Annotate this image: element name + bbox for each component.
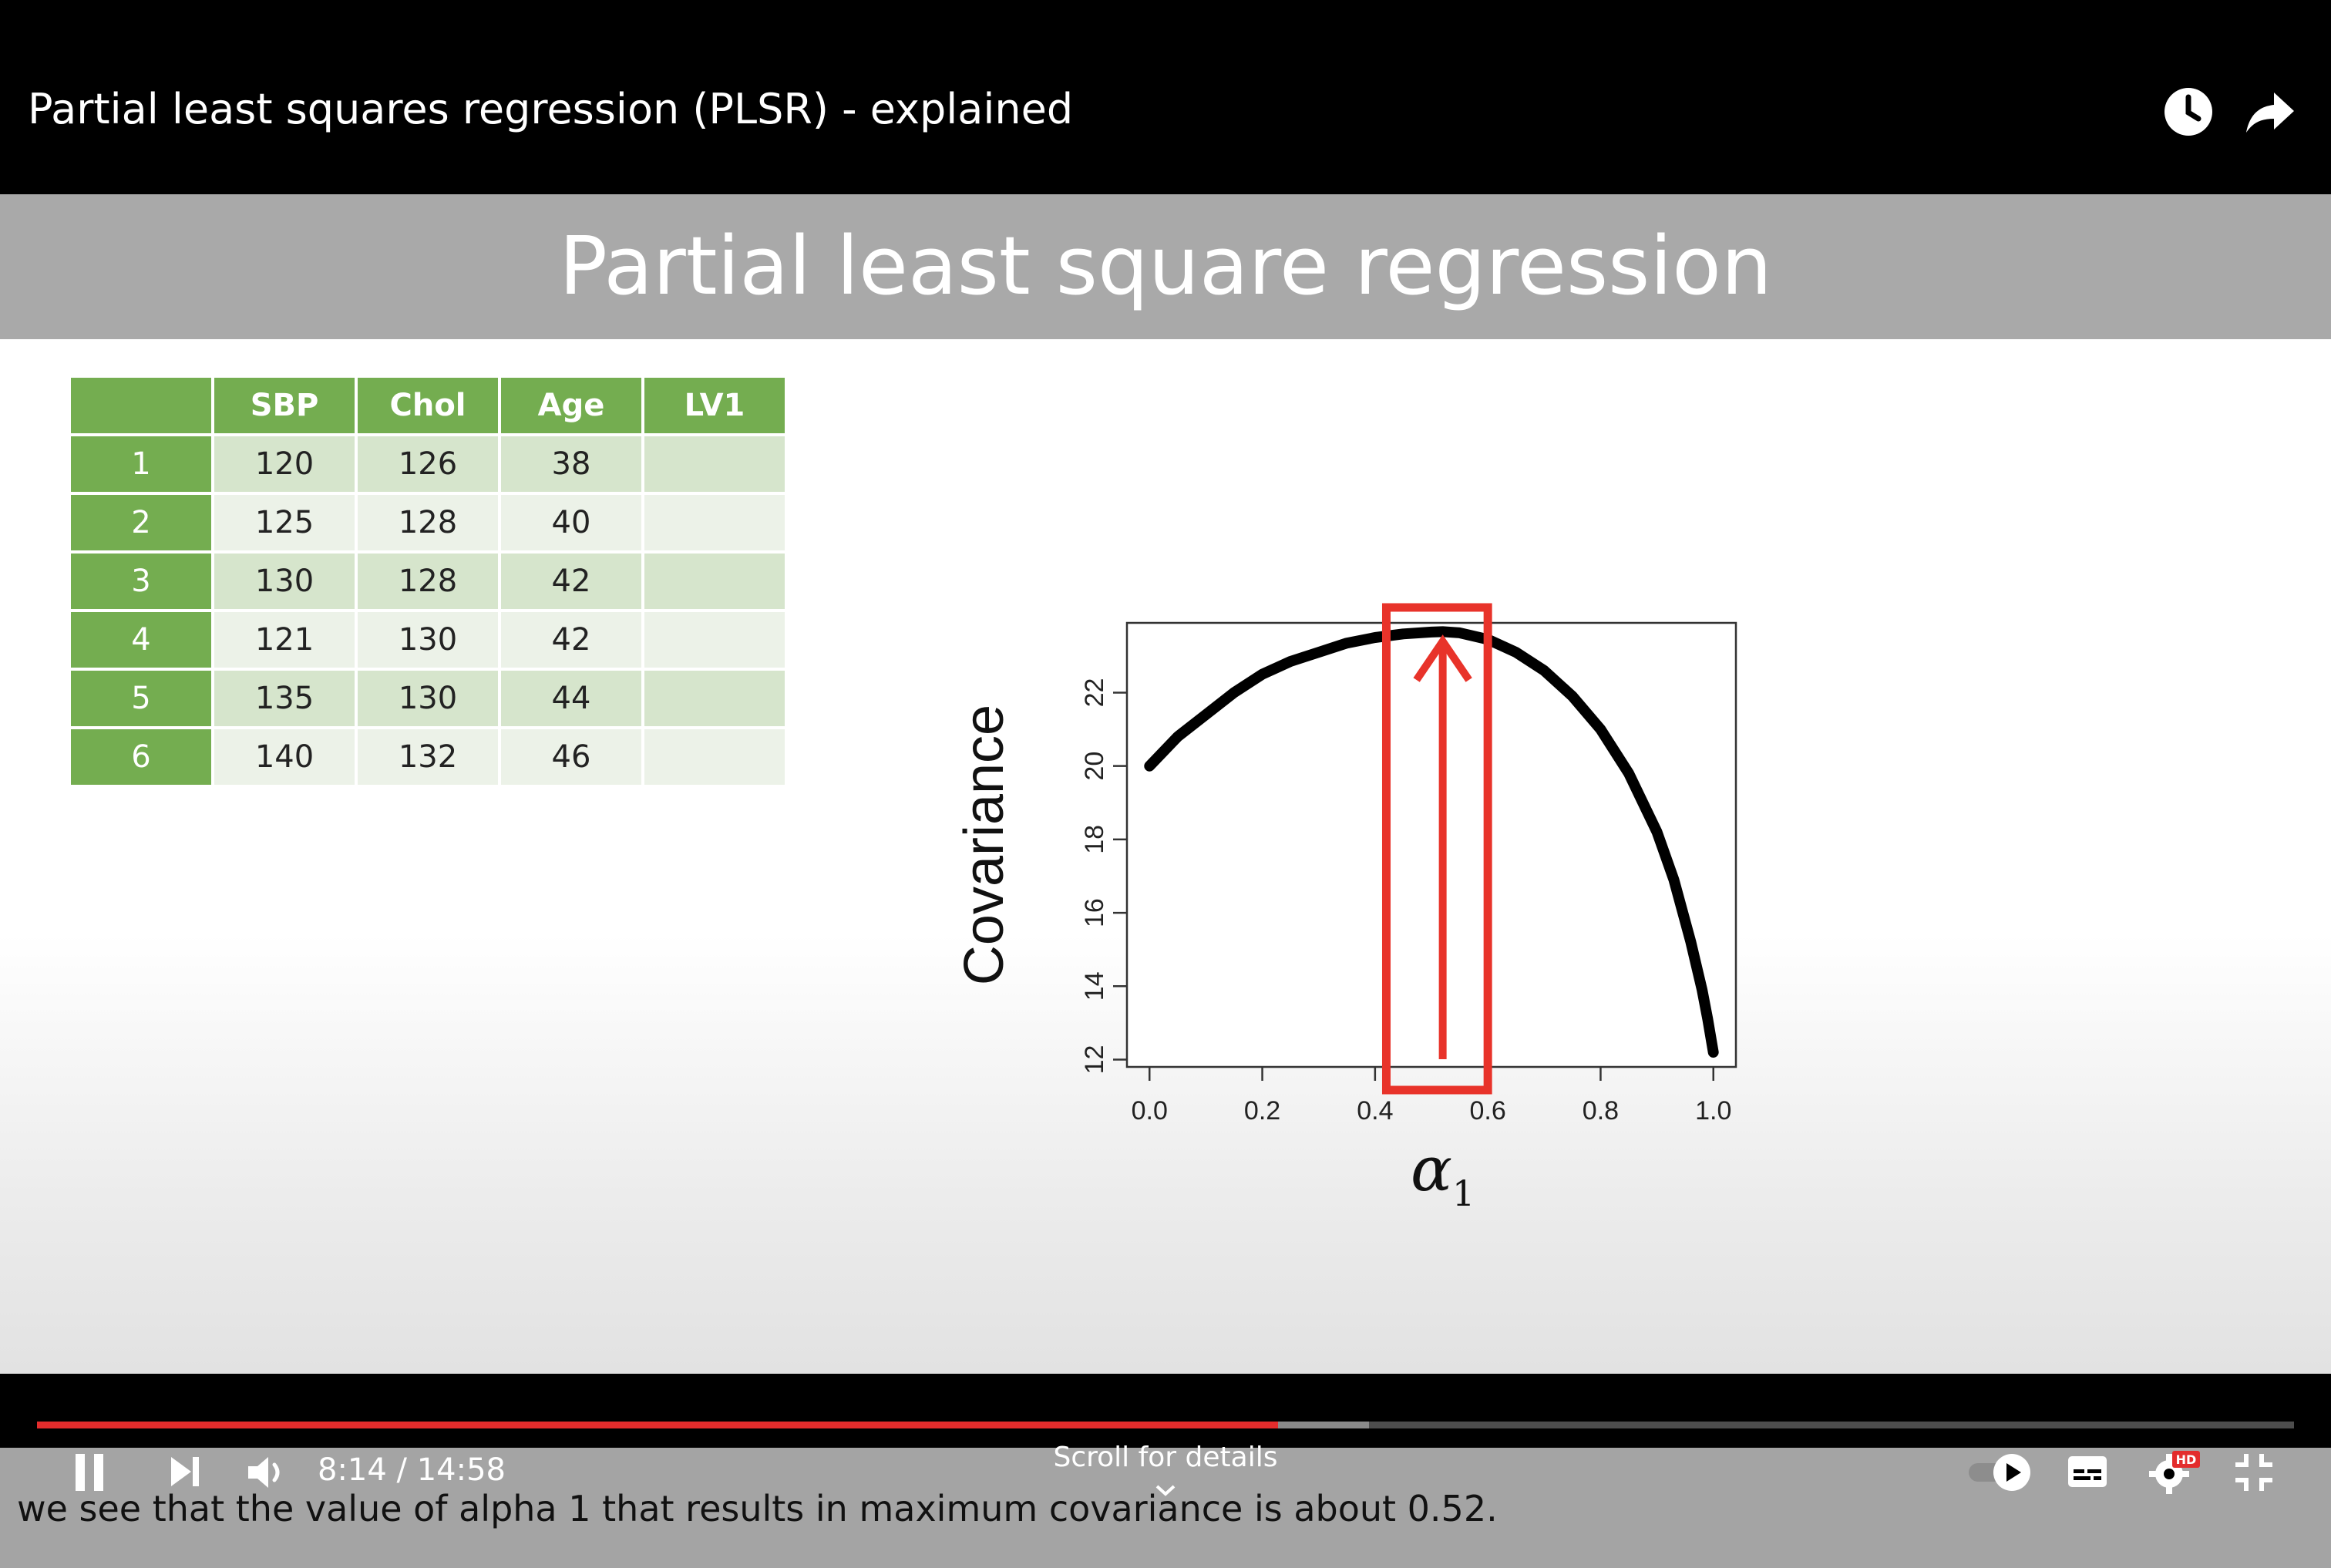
table-cell: 130 <box>358 671 498 726</box>
clock-icon[interactable] <box>2161 85 2215 139</box>
table-header-cell: Age <box>501 378 641 433</box>
covariance-curve <box>1144 626 1719 1058</box>
table-cell: 140 <box>214 729 355 785</box>
data-table: SBP Chol Age LV1 1 120 126 38 2 125 128 … <box>68 375 788 788</box>
table-cell: 121 <box>214 612 355 668</box>
scroll-hint-label: Scroll for details <box>1053 1442 1278 1473</box>
x-tick-label: 1.0 <box>1695 1096 1731 1126</box>
y-tick-label: 16 <box>1080 898 1109 927</box>
table-row: 2 125 128 40 <box>71 495 785 550</box>
chevron-down-icon <box>1155 1485 1176 1496</box>
table-cell: 44 <box>501 671 641 726</box>
table-cell: 132 <box>358 729 498 785</box>
table-cell <box>644 554 785 609</box>
x-tick-label: 0.6 <box>1470 1096 1506 1126</box>
x-tick-label: 0.0 <box>1132 1096 1168 1126</box>
volume-icon[interactable] <box>245 1451 291 1497</box>
table-header-cell: LV1 <box>644 378 785 433</box>
time-current: 8:14 <box>318 1452 387 1488</box>
table-cell <box>644 729 785 785</box>
share-icon[interactable] <box>2243 85 2297 139</box>
table-header-cell: SBP <box>214 378 355 433</box>
table-row-index: 2 <box>71 495 211 550</box>
hd-badge: HD <box>2176 1452 2197 1467</box>
y-axis-label: Covariance <box>954 705 1015 985</box>
time-display: 8:14 / 14:58 <box>318 1452 506 1488</box>
table-header-cell: Chol <box>358 378 498 433</box>
table-row: 4 121 130 42 <box>71 612 785 668</box>
table-cell <box>644 495 785 550</box>
table-cell <box>644 671 785 726</box>
table-cell: 128 <box>358 495 498 550</box>
table-cell: 42 <box>501 554 641 609</box>
table-row: 3 130 128 42 <box>71 554 785 609</box>
covariance-chart: 0.0 0.2 0.4 0.6 0.8 1.0 12 14 16 18 20 22 Covariance… <box>954 603 1737 1214</box>
table-header-cell <box>71 378 211 433</box>
table-row-index: 5 <box>71 671 211 726</box>
table-cell: 38 <box>501 436 641 492</box>
next-icon[interactable] <box>166 1452 205 1494</box>
y-tick-label: 18 <box>1080 825 1109 854</box>
exit-fullscreen-icon[interactable] <box>2234 1452 2274 1496</box>
pause-icon[interactable] <box>71 1451 109 1497</box>
scroll-for-details[interactable]: Scroll for details <box>1011 1442 1320 1505</box>
captions-icon[interactable] <box>2066 1452 2109 1494</box>
time-total: 14:58 <box>416 1452 506 1488</box>
y-tick-label: 22 <box>1080 678 1109 708</box>
table-cell: 42 <box>501 612 641 668</box>
table-row-index: 4 <box>71 612 211 668</box>
table-cell: 128 <box>358 554 498 609</box>
plot-frame <box>1125 621 1737 1068</box>
table-cell: 120 <box>214 436 355 492</box>
progress-played <box>37 1422 1279 1428</box>
table-cell: 135 <box>214 671 355 726</box>
y-tick-label: 20 <box>1080 752 1109 781</box>
table-row-index: 1 <box>71 436 211 492</box>
x-axis-label: α1 <box>1411 1133 1475 1214</box>
table-row: 1 120 126 38 <box>71 436 785 492</box>
max-arrow-head <box>1413 634 1472 682</box>
autoplay-toggle-icon[interactable] <box>1966 1451 2037 1497</box>
table-row: 5 135 130 44 <box>71 671 785 726</box>
table-cell <box>644 436 785 492</box>
highlight-box <box>1381 603 1492 1095</box>
gear-icon[interactable]: HD <box>2148 1448 2202 1500</box>
top-bar: Partial least squares regression (PLSR) … <box>0 0 2331 194</box>
y-tick-label: 12 <box>1080 1045 1109 1075</box>
table-cell: 130 <box>214 554 355 609</box>
progress-bar[interactable] <box>37 1422 2294 1428</box>
x-tick-label: 0.2 <box>1244 1096 1280 1126</box>
table-row-index: 6 <box>71 729 211 785</box>
time-separator: / <box>386 1452 417 1488</box>
video-frame[interactable]: Partial least square regression SBP Chol… <box>0 194 2331 1568</box>
table-cell: 126 <box>358 436 498 492</box>
video-title[interactable]: Partial least squares regression (PLSR) … <box>28 85 1074 133</box>
y-tick-label: 14 <box>1080 971 1109 1001</box>
slide-header: Partial least square regression <box>0 194 2331 339</box>
table-row-index: 3 <box>71 554 211 609</box>
table-cell: 125 <box>214 495 355 550</box>
table-cell: 40 <box>501 495 641 550</box>
table-cell <box>644 612 785 668</box>
table-header-row: SBP Chol Age LV1 <box>71 378 785 433</box>
table-cell: 130 <box>358 612 498 668</box>
table-row: 6 140 132 46 <box>71 729 785 785</box>
x-tick-label: 0.8 <box>1583 1096 1619 1126</box>
x-axis-label-subscript: 1 <box>1452 1173 1475 1214</box>
table-cell: 46 <box>501 729 641 785</box>
slide-title: Partial least square regression <box>559 219 1772 313</box>
x-tick-label: 0.4 <box>1357 1096 1393 1126</box>
